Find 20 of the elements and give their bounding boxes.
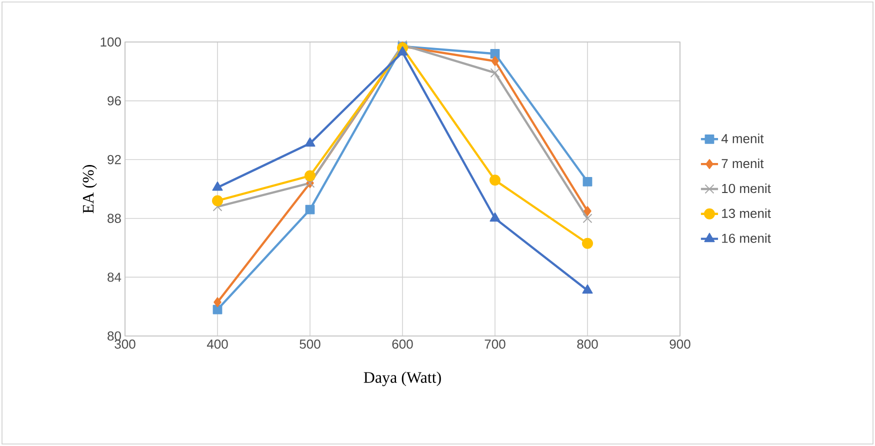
x-tick-label: 300 xyxy=(114,340,136,349)
x-tick-label: 800 xyxy=(577,340,598,349)
y-axis-title: EA (%) xyxy=(82,165,97,214)
x-axis-title: Daya (Watt) xyxy=(364,372,441,386)
legend-label: 16 menit xyxy=(722,233,771,243)
y-tick-label: 80 xyxy=(108,331,121,341)
legend-label: 13 menit xyxy=(722,208,771,218)
x-tick-label: 600 xyxy=(392,340,413,349)
legend-label: 7 menit xyxy=(722,158,764,168)
x-tick-label: 400 xyxy=(206,340,228,349)
y-tick-label: 96 xyxy=(108,96,121,106)
y-tick-label: 84 xyxy=(108,272,122,282)
x-tick-label: 700 xyxy=(484,340,506,349)
x-tick-label: 900 xyxy=(670,340,690,349)
y-tick-label: 100 xyxy=(100,37,121,47)
x-tick-label: 500 xyxy=(300,340,320,349)
legend-label: 4 menit xyxy=(721,134,764,144)
y-tick-label: 88 xyxy=(108,214,121,223)
legend-label: 10 menit xyxy=(722,184,771,194)
y-tick-label: 92 xyxy=(108,154,121,164)
